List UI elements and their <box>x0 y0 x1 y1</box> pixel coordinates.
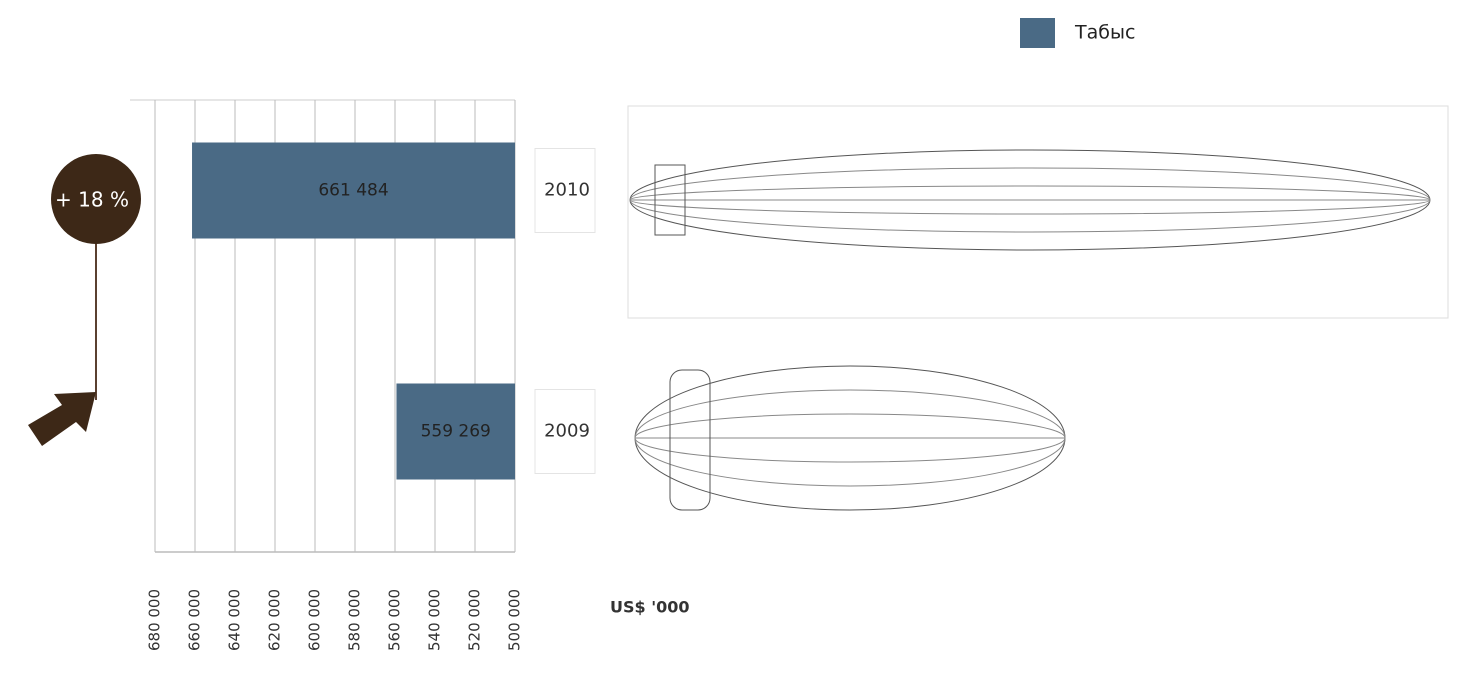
x-tick-label: 680 000 <box>146 589 164 651</box>
value-label: 559 269 <box>421 422 491 442</box>
category-label: 2009 <box>544 421 590 442</box>
category-label: 2010 <box>544 180 590 201</box>
airship-decoration <box>627 105 1449 511</box>
category-box <box>534 148 596 233</box>
annotation-badge <box>51 154 141 244</box>
legend-swatch <box>1020 18 1055 48</box>
annotation: + 18 % <box>55 188 129 212</box>
x-axis-label: US$ '000 <box>610 598 690 617</box>
x-tick-label: 640 000 <box>226 589 244 651</box>
value-label: 661 484 <box>318 181 388 201</box>
x-tick-label: 540 000 <box>426 589 444 651</box>
x-tick-label: 600 000 <box>306 589 324 651</box>
category-box <box>534 389 596 474</box>
arrow <box>28 392 96 446</box>
bar <box>192 142 516 239</box>
x-tick-label: 520 000 <box>466 589 484 651</box>
x-tick-label: 660 000 <box>186 589 204 651</box>
x-tick-label: 560 000 <box>386 589 404 651</box>
x-tick-label: 580 000 <box>346 589 364 651</box>
x-tick-label: 500 000 <box>506 589 524 651</box>
bar <box>396 383 515 480</box>
x-tick-label: 620 000 <box>266 589 284 651</box>
legend-label: Табыс <box>1074 22 1135 44</box>
